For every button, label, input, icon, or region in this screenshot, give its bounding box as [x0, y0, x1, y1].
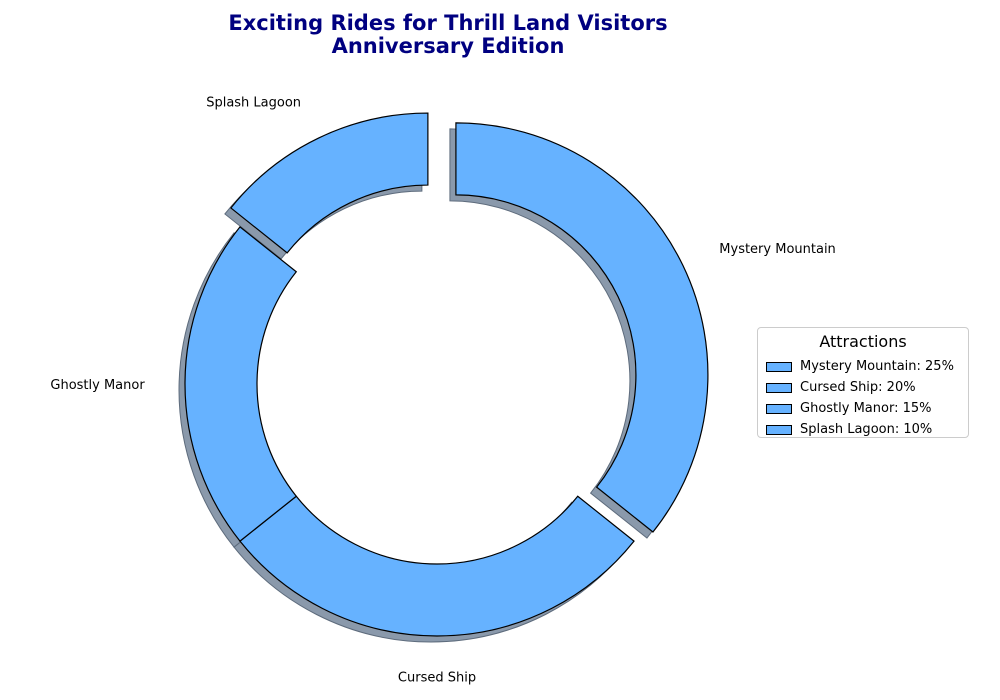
slice-label-cursed-ship: Cursed Ship	[398, 670, 476, 685]
legend-item-splash-lagoon: Splash Lagoon: 10%	[766, 419, 960, 440]
slice-cursed-ship	[239, 495, 635, 637]
legend-item-cursed-ship: Cursed Ship: 20%	[766, 377, 960, 398]
slice-label-splash-lagoon: Splash Lagoon	[206, 96, 301, 111]
slice-ghostly-manor	[184, 226, 298, 542]
chart-title: Exciting Rides for Thrill Land Visitors …	[0, 12, 896, 58]
legend-swatch	[766, 382, 792, 393]
slice-splash-lagoon	[230, 112, 429, 254]
slice-mystery-mountain	[455, 122, 709, 533]
legend-swatch	[766, 361, 792, 372]
slice-label-ghostly-manor: Ghostly Manor	[50, 378, 145, 393]
slice-percent-cursed-ship: 20%	[423, 530, 452, 544]
legend: Attractions Mystery Mountain: 25% Cursed…	[757, 327, 969, 438]
slice-percent-mystery-mountain: 25%	[579, 302, 608, 316]
legend-label: Mystery Mountain: 25%	[800, 359, 954, 374]
legend-label: Ghostly Manor: 15%	[800, 401, 932, 416]
legend-swatch	[766, 403, 792, 414]
legend-label: Splash Lagoon: 10%	[800, 422, 933, 437]
slice-label-mystery-mountain: Mystery Mountain	[719, 242, 836, 257]
chart-title-line-1: Exciting Rides for Thrill Land Visitors	[228, 11, 668, 35]
slice-percent-ghostly-manor: 15%	[270, 377, 299, 391]
slices	[184, 112, 709, 637]
legend-label: Cursed Ship: 20%	[800, 380, 916, 395]
legend-item-ghostly-manor: Ghostly Manor: 15%	[766, 398, 960, 419]
legend-title: Attractions	[819, 332, 907, 351]
slice-percent-splash-lagoon: 10%	[347, 220, 376, 234]
legend-item-mystery-mountain: Mystery Mountain: 25%	[766, 356, 960, 377]
chart-title-line-2: Anniversary Edition	[331, 34, 565, 58]
legend-swatch	[766, 424, 792, 435]
